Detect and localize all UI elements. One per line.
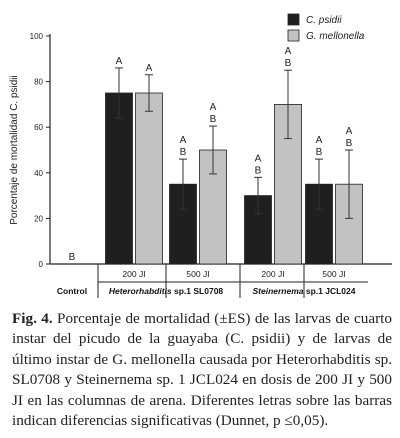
significance-letter: A: [180, 135, 187, 146]
legend-label: G. mellonella: [306, 31, 365, 42]
y-tick-label: 20: [34, 214, 43, 223]
significance-letter: A: [316, 135, 323, 146]
bar: [135, 92, 163, 265]
dose-label: 500 JI: [186, 269, 209, 279]
significance-letter: B: [316, 147, 323, 158]
significance-letter: A: [210, 102, 217, 113]
significance-letter: B: [180, 147, 187, 158]
significance-letter: A: [346, 126, 353, 137]
significance-letter: B: [285, 58, 292, 69]
significance-letter: A: [255, 153, 262, 164]
y-tick-label: 0: [39, 260, 44, 269]
dose-label: 200 JI: [122, 269, 145, 279]
y-tick-label: 100: [30, 32, 44, 41]
figure-label: Fig. 4.: [12, 310, 53, 327]
y-axis-title: Porcentaje de mortalidad C. psidii: [9, 75, 20, 225]
y-tick-label: 60: [34, 123, 43, 132]
significance-letter: A: [116, 56, 123, 67]
dose-label: 500 JI: [322, 269, 345, 279]
legend-swatch: [287, 13, 300, 26]
significance-letter: A: [146, 63, 153, 74]
legend-label: C. psidii: [306, 15, 342, 26]
significance-letter: B: [210, 114, 217, 125]
chart-area: 0 20 40 60 80 100 Porcentaje de mortalidad C. …: [9, 13, 392, 298]
bar-chart: 0 20 40 60 80 100 Porcentaje de mortalidad C. …: [9, 13, 392, 298]
dose-label: 200 JI: [261, 269, 284, 279]
bar: [105, 92, 133, 265]
significance-letter: A: [285, 46, 292, 57]
group-label-steinernema: Steinernema sp.1 JCL024: [252, 286, 355, 296]
group-label-control: Control: [57, 286, 87, 296]
significance-letter: B: [346, 138, 353, 149]
y-tick-label: 40: [34, 169, 43, 178]
significance-letter: B: [69, 252, 76, 263]
legend-swatch: [287, 29, 300, 42]
significance-letter: B: [255, 165, 262, 176]
y-tick-label: 80: [34, 78, 43, 87]
figure-caption: Fig. 4. Porcentaje de mortalidad (±ES) d…: [12, 309, 392, 431]
group-label-heterorhabditis: Heterorhabditis sp.1 SL0708: [109, 286, 224, 296]
figure-caption-text: Porcentaje de mortalidad (±ES) de las la…: [12, 310, 392, 430]
